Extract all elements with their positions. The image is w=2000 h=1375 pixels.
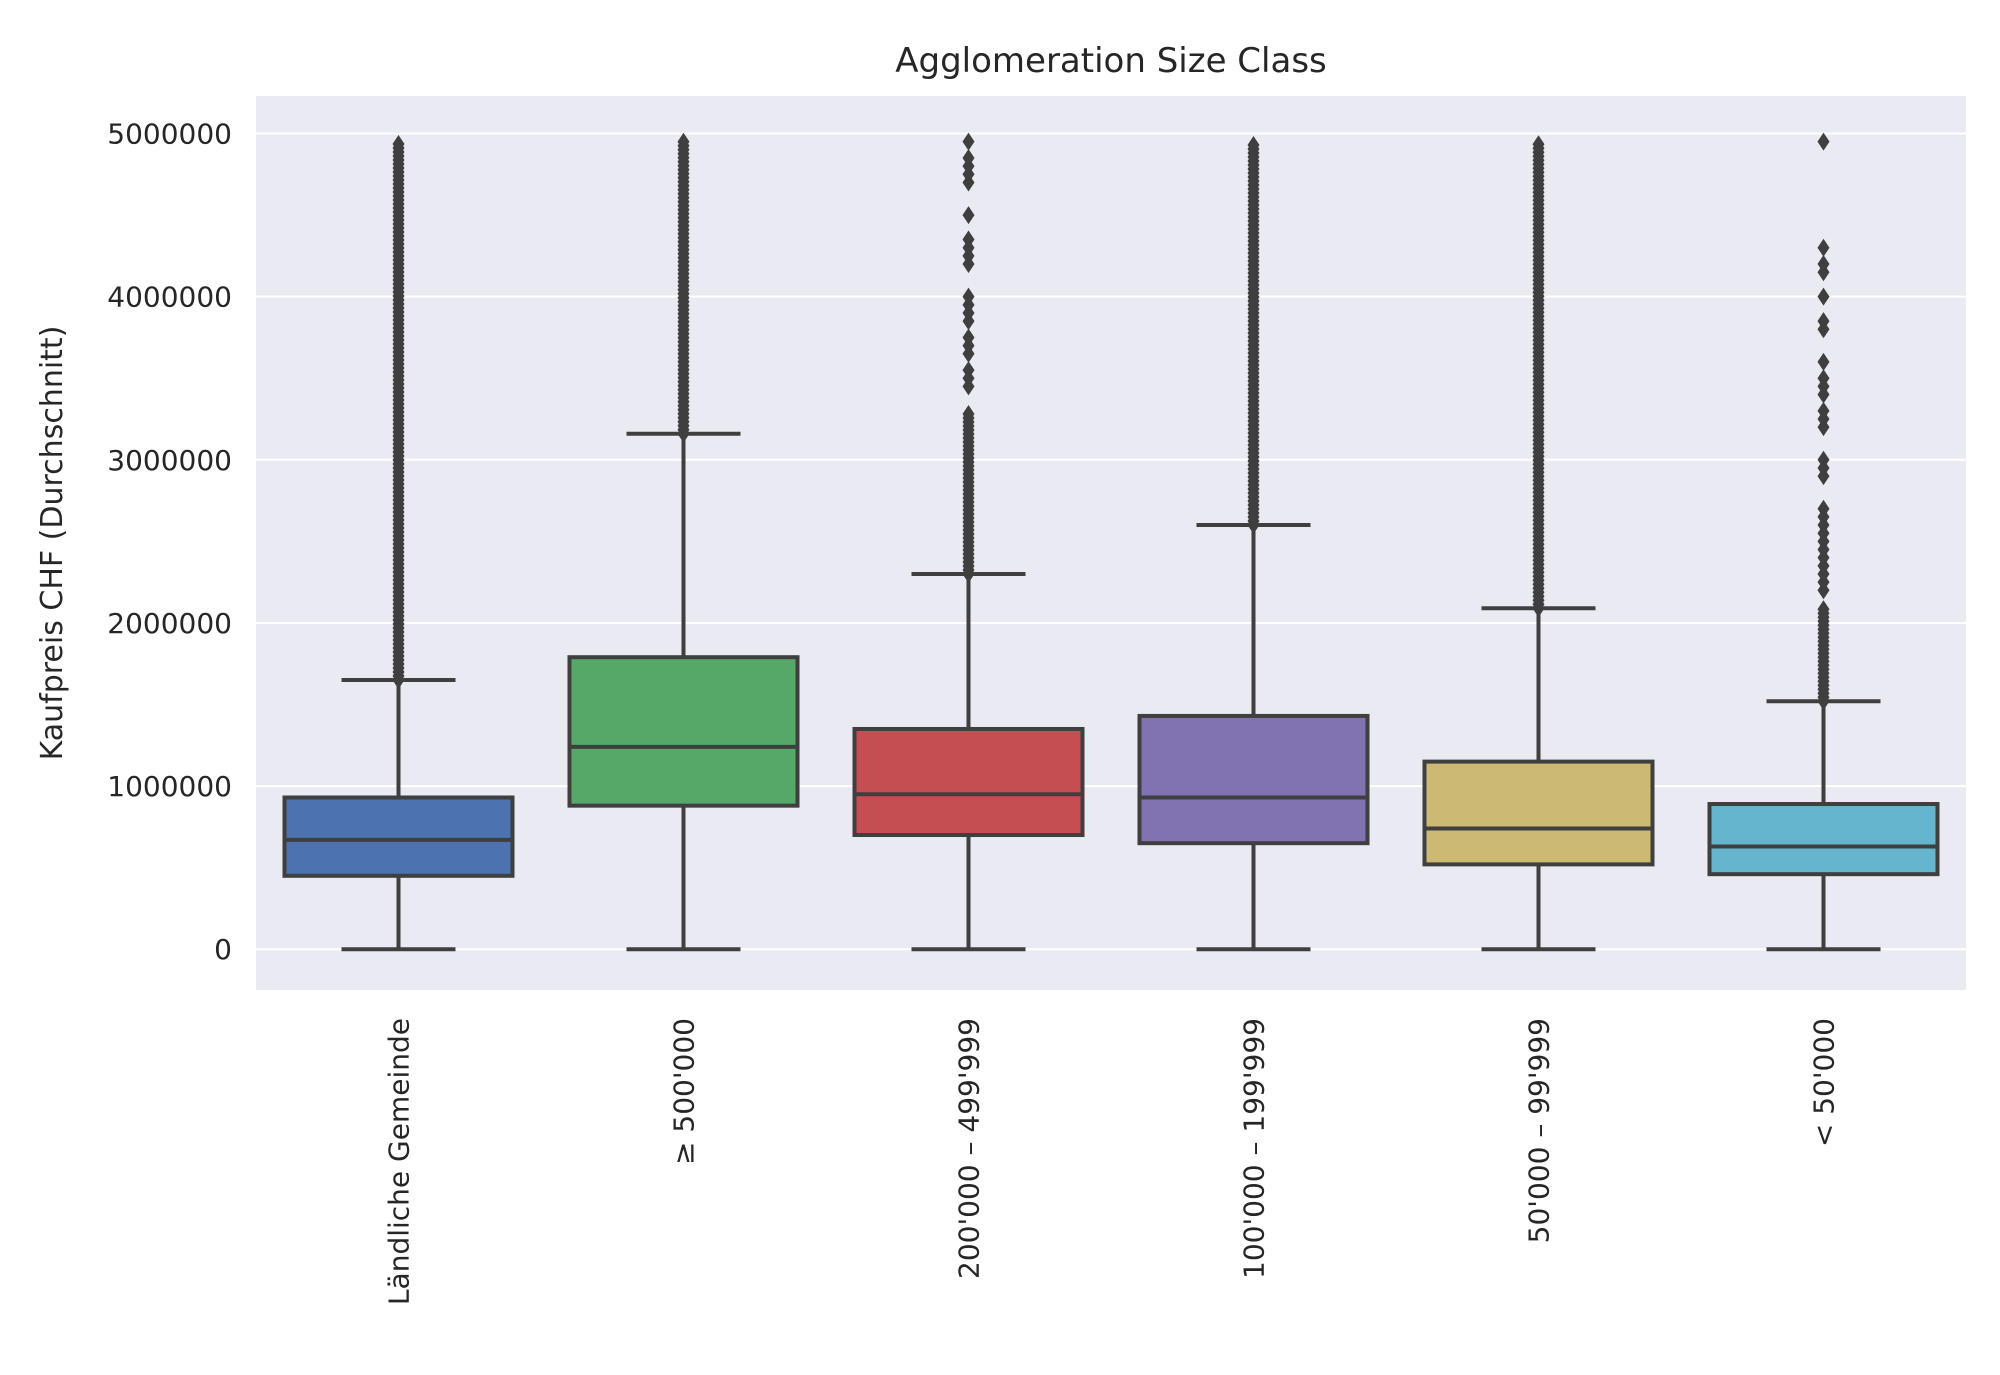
outlier-point xyxy=(1817,401,1830,420)
outlier-point xyxy=(1817,600,1830,619)
box-group xyxy=(1137,136,1370,952)
outlier-point xyxy=(962,328,975,347)
outlier-point xyxy=(1817,132,1830,151)
outlier-point xyxy=(962,148,975,167)
outlier-point xyxy=(1817,255,1830,274)
y-tick-label: 5000000 xyxy=(107,118,232,151)
x-tick-label: Ländliche Gemeinde xyxy=(383,1018,416,1305)
chart-title: Agglomeration Size Class xyxy=(895,41,1327,81)
box-group xyxy=(1707,132,1940,952)
outlier-point xyxy=(1817,238,1830,257)
x-tick-label: < 50'000 xyxy=(1808,1018,1841,1147)
y-tick-label: 0 xyxy=(214,933,232,966)
y-axis-label: Kaufpreis CHF (Durchschnitt) xyxy=(35,326,70,761)
outlier-point xyxy=(1532,135,1545,154)
x-tick-labels: Ländliche Gemeinde ≥ 500'000 200'000 – 499… xyxy=(383,1018,1841,1305)
box-group xyxy=(282,135,515,952)
boxes xyxy=(282,132,1940,952)
x-tick-label: 50'000 – 99'999 xyxy=(1523,1018,1556,1243)
outlier-point xyxy=(677,132,690,151)
box xyxy=(852,726,1085,838)
outlier-point xyxy=(962,230,975,249)
grid-lines xyxy=(256,132,1966,951)
y-tick-label: 4000000 xyxy=(107,281,232,314)
outlier-point xyxy=(962,361,975,380)
box-group xyxy=(1422,135,1655,952)
box xyxy=(282,795,515,878)
box xyxy=(567,655,800,808)
outlier-point xyxy=(1817,450,1830,469)
x-tick-label: 200'000 – 499'999 xyxy=(953,1018,986,1279)
y-tick-label: 2000000 xyxy=(107,607,232,640)
outlier-point xyxy=(1817,352,1830,371)
x-tick-label: ≥ 500'000 xyxy=(668,1018,701,1165)
box-group xyxy=(567,132,800,952)
box-group xyxy=(852,132,1085,952)
plot-background xyxy=(256,96,1966,990)
box xyxy=(1422,759,1655,867)
outlier-point xyxy=(392,135,405,154)
box xyxy=(1137,713,1370,846)
outlier-point xyxy=(962,132,975,151)
outlier-point xyxy=(962,206,975,225)
y-tick-label: 3000000 xyxy=(107,444,232,477)
outlier-point xyxy=(962,287,975,306)
y-tick-labels: 0 1000000 2000000 3000000 4000000 5000000 xyxy=(107,118,232,967)
outlier-point xyxy=(1817,499,1830,518)
outlier-point xyxy=(962,404,975,423)
outlier-point xyxy=(1247,136,1260,155)
box xyxy=(1707,802,1940,877)
outlier-point xyxy=(1817,312,1830,331)
outlier-point xyxy=(1817,369,1830,388)
outlier-point xyxy=(1817,287,1830,306)
x-tick-label: 100'000 – 199'999 xyxy=(1238,1018,1271,1279)
y-tick-label: 1000000 xyxy=(107,770,232,803)
